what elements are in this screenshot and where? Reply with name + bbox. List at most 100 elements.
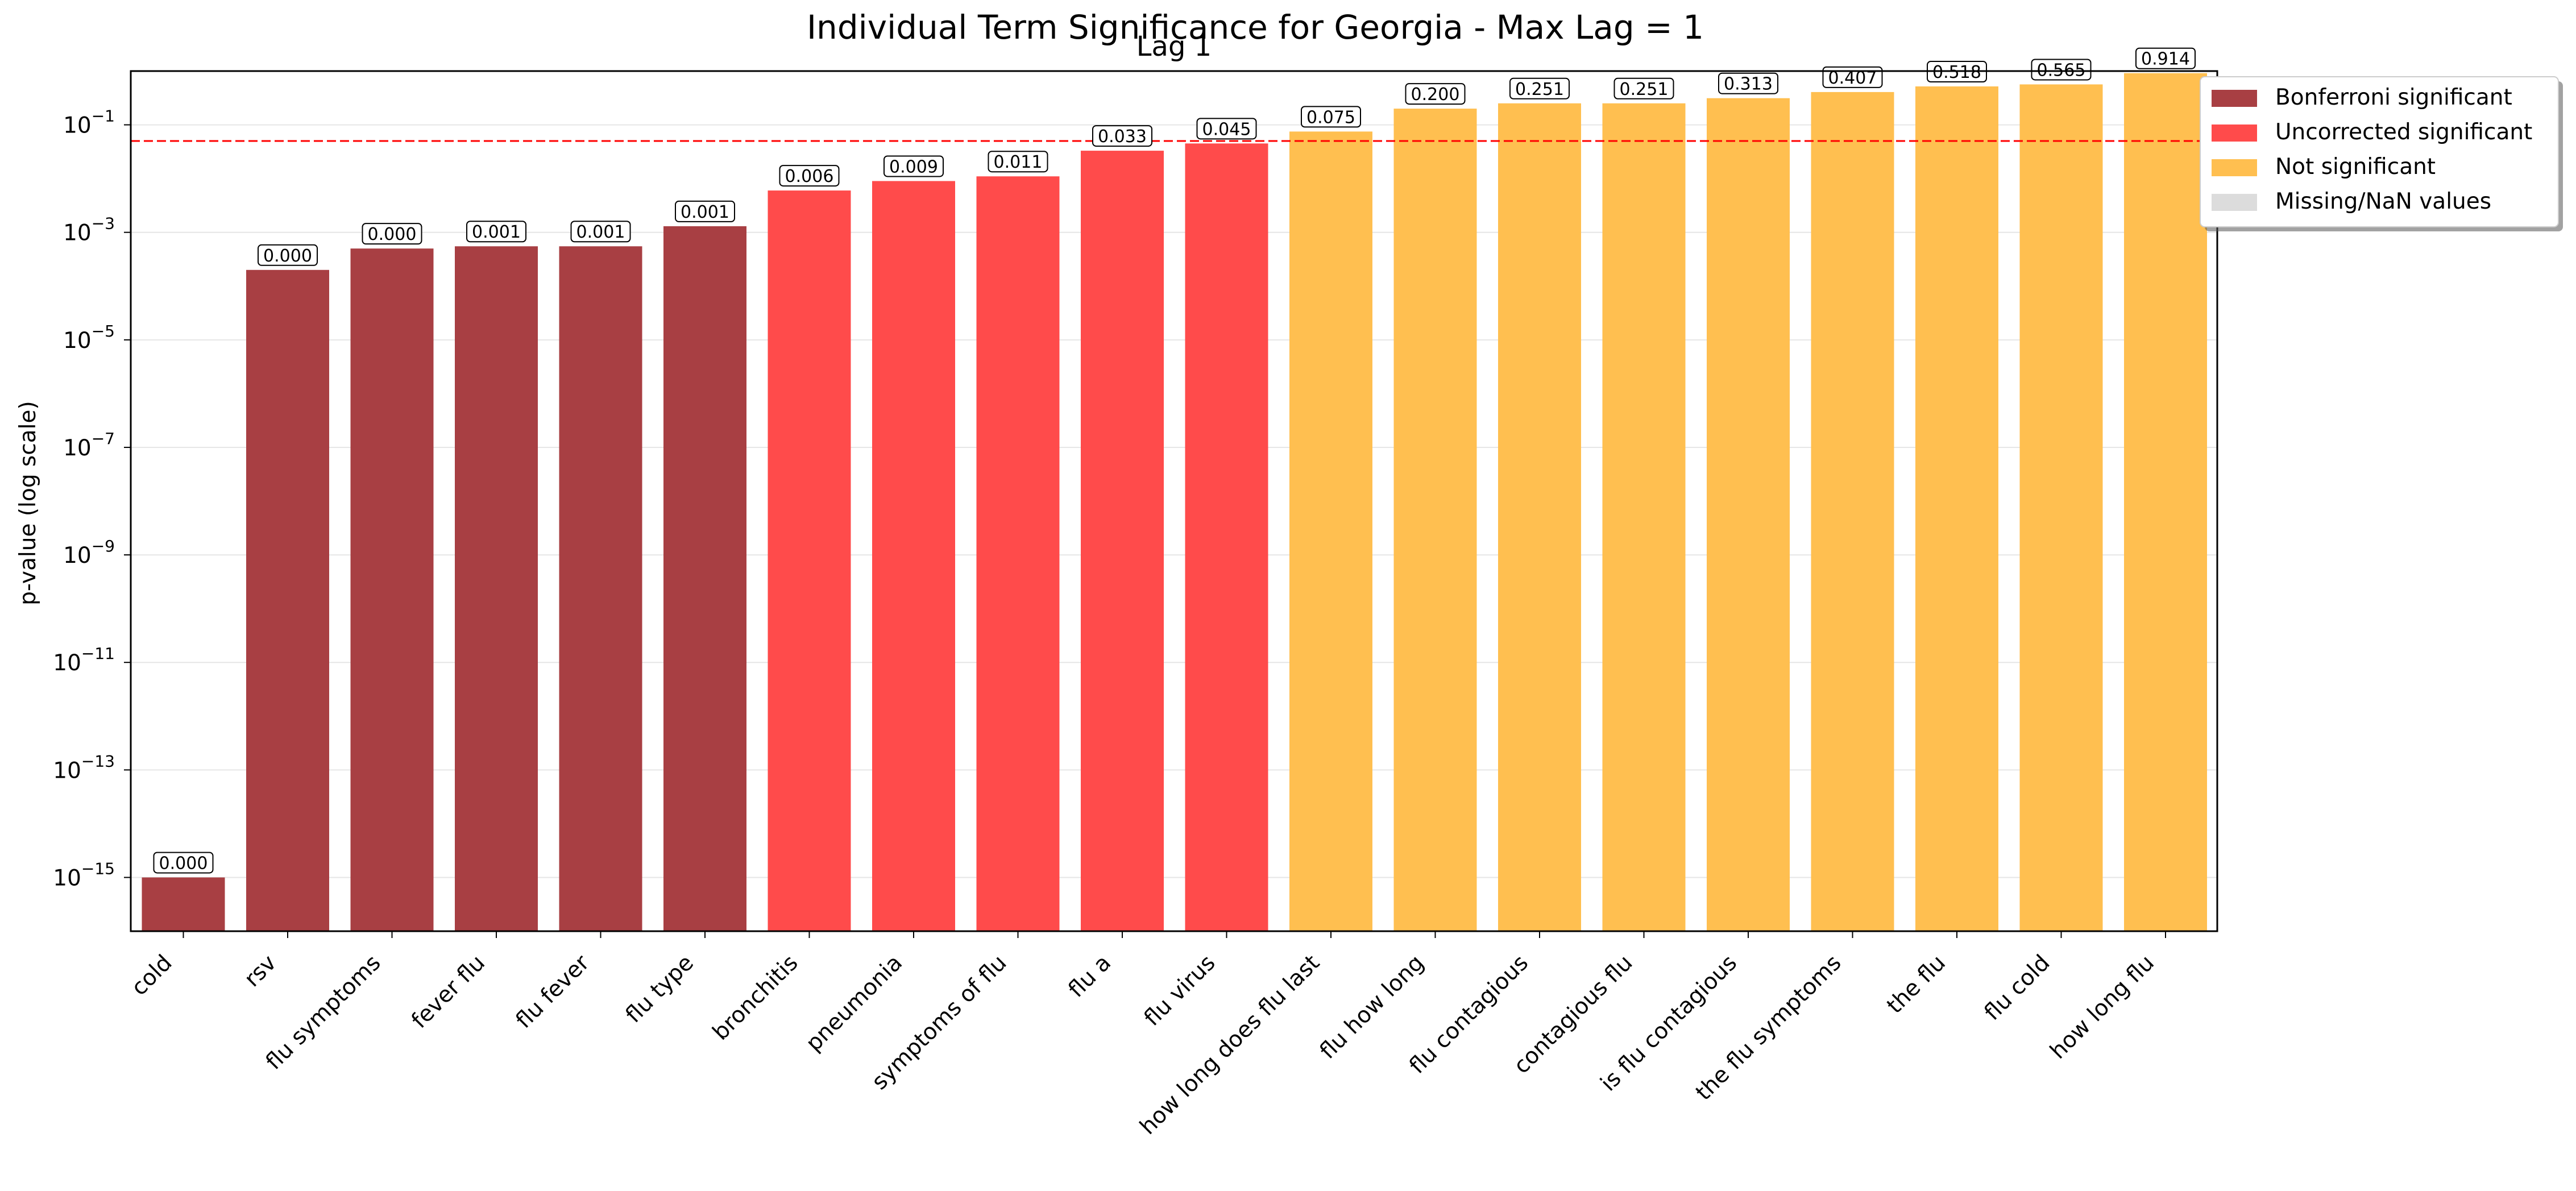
legend-swatch xyxy=(2212,159,2257,176)
value-label-text: 0.000 xyxy=(159,853,208,873)
value-label-box xyxy=(675,200,735,222)
bar xyxy=(1289,131,1372,932)
value-label-text: 0.011 xyxy=(994,152,1043,172)
bar xyxy=(1081,151,1164,931)
bar xyxy=(663,226,746,931)
y-tick-label: 10−15 xyxy=(53,859,115,891)
y-tick-exponent: −15 xyxy=(81,859,115,878)
value-label-text: 0.009 xyxy=(889,157,938,177)
y-tick-exponent: −1 xyxy=(92,107,115,126)
value-label-box xyxy=(362,223,422,245)
value-label-box xyxy=(258,244,318,266)
bar xyxy=(976,176,1060,931)
value-label-box xyxy=(1509,77,1570,99)
value-label-text: 0.001 xyxy=(576,222,625,242)
value-label: 0.075 xyxy=(1301,106,1361,128)
value-label-text: 0.200 xyxy=(1411,85,1460,105)
value-label-text: 0.251 xyxy=(1620,80,1669,99)
value-label-box xyxy=(1718,72,1778,94)
value-label-box xyxy=(1405,83,1466,105)
x-tick-label: cold xyxy=(127,950,177,1001)
y-tick-base: 10 xyxy=(53,758,81,783)
value-label: 0.251 xyxy=(1509,77,1570,99)
y-tick-label: 10−3 xyxy=(63,214,115,246)
bar xyxy=(455,246,538,931)
value-label-text: 0.045 xyxy=(1202,119,1251,139)
legend-label: Missing/NaN values xyxy=(2275,189,2491,214)
y-tick-base: 10 xyxy=(63,435,92,461)
x-tick-label: flu type xyxy=(621,950,699,1028)
value-label-text: 0.518 xyxy=(1932,63,1981,82)
y-tick-exponent: −7 xyxy=(92,429,115,448)
value-label-box xyxy=(779,165,840,187)
legend-swatch xyxy=(2212,125,2257,142)
value-label-text: 0.001 xyxy=(681,202,729,222)
value-label-box xyxy=(570,221,631,243)
x-tick-label: flu fever xyxy=(511,950,595,1034)
y-tick-exponent: −9 xyxy=(92,537,115,555)
x-tick-label: flu virus xyxy=(1139,950,1221,1031)
y-tick-exponent: −5 xyxy=(92,322,115,341)
value-label: 0.565 xyxy=(2031,59,2092,81)
y-tick-base: 10 xyxy=(63,328,92,354)
value-label-text: 0.251 xyxy=(1515,80,1564,99)
bar xyxy=(559,246,642,931)
legend: Bonferroni significant Uncorrected signif… xyxy=(2200,76,2563,231)
value-label-box xyxy=(1301,106,1361,128)
bar xyxy=(246,269,329,932)
bar xyxy=(1602,103,1686,932)
value-label: 0.200 xyxy=(1405,83,1466,105)
x-tick-label: the flu xyxy=(1882,950,1951,1019)
bar xyxy=(2019,84,2103,932)
x-tick-label: fever flu xyxy=(406,950,490,1034)
value-label-box xyxy=(466,221,526,243)
y-tick-label: 10−5 xyxy=(63,322,115,354)
value-label-box xyxy=(883,155,944,177)
x-tick-label: flu cold xyxy=(1980,950,2055,1026)
y-tick-label: 10−7 xyxy=(63,429,115,461)
value-label-box xyxy=(1613,77,1674,99)
y-tick-label: 10−11 xyxy=(53,644,115,676)
y-tick-base: 10 xyxy=(63,543,92,568)
value-label: 0.407 xyxy=(1822,66,1883,88)
bar xyxy=(872,181,955,932)
value-label-text: 0.000 xyxy=(263,246,312,266)
gridlines xyxy=(131,124,2217,878)
bar xyxy=(1498,103,1581,932)
value-label: 0.000 xyxy=(153,852,214,874)
value-label: 0.001 xyxy=(466,221,526,243)
value-label: 0.045 xyxy=(1196,118,1257,140)
bars xyxy=(142,73,2207,932)
value-label: 0.006 xyxy=(779,165,840,187)
legend-label: Not significant xyxy=(2275,154,2436,180)
x-tick-label: pneumonia xyxy=(801,950,907,1056)
y-axis-label: p-value (log scale) xyxy=(15,401,41,605)
value-label-box xyxy=(153,852,214,874)
value-label-text: 0.914 xyxy=(2141,49,2190,69)
bar xyxy=(142,877,225,931)
y-tick-exponent: −13 xyxy=(81,752,115,770)
y-tick-exponent: −11 xyxy=(81,644,115,663)
x-tick-label: flu how long xyxy=(1315,950,1429,1064)
value-label-box xyxy=(2135,47,2196,69)
legend-box xyxy=(2200,76,2559,227)
value-label-box xyxy=(1196,118,1257,140)
x-tick-label: rsv xyxy=(239,950,281,992)
chart-title: Individual Term Significance for Georgia… xyxy=(807,8,1704,47)
y-tick-label: 10−13 xyxy=(53,752,115,783)
y-tick-base: 10 xyxy=(63,221,92,246)
value-label: 0.011 xyxy=(988,151,1048,173)
value-label: 0.313 xyxy=(1718,72,1778,94)
value-label: 0.001 xyxy=(675,200,735,222)
y-tick-label: 10−1 xyxy=(63,107,115,139)
legend-swatch xyxy=(2212,194,2257,211)
value-label: 0.000 xyxy=(258,244,318,266)
value-labels: 0.000 0.000 0.000 0.001 0.001 0.001 0.006 0.009… xyxy=(153,47,2196,874)
value-label-text: 0.033 xyxy=(1098,127,1147,147)
bar xyxy=(768,190,851,932)
value-label: 0.518 xyxy=(1927,61,1987,83)
x-tick-label: how long does flu last xyxy=(1135,950,1325,1140)
